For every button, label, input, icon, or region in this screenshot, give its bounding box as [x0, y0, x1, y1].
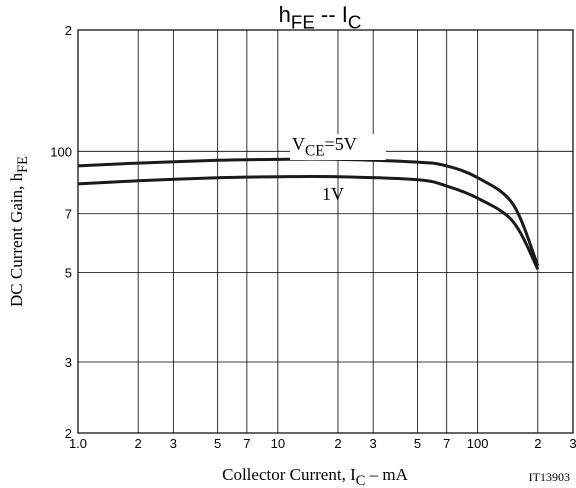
- x-axis-label-part: C: [356, 473, 366, 488]
- chart-title-part: C: [348, 12, 362, 33]
- x-tick-label: 3: [370, 436, 377, 451]
- series-label: 1V: [322, 184, 344, 204]
- x-tick-label: 1.0: [69, 436, 87, 451]
- chart-title-part: h: [279, 2, 291, 27]
- x-tick-label: 5: [414, 436, 421, 451]
- series-label-part: V: [292, 134, 305, 154]
- y-tick-label: 2: [65, 23, 72, 38]
- x-axis-label-part: – mA: [365, 465, 408, 484]
- data-line: [77, 174, 540, 270]
- figure-id: IT13903: [529, 470, 570, 484]
- data-line: [77, 157, 540, 267]
- x-tick-label: 7: [243, 436, 250, 451]
- y-axis-label: DC Current Gain, hFE: [7, 156, 31, 307]
- x-tick-label: 2: [534, 436, 541, 451]
- x-tick-label: 5: [214, 436, 221, 451]
- plot-area: [77, 29, 574, 434]
- series-label-part: CE: [305, 142, 325, 159]
- x-tick-label: 2: [135, 436, 142, 451]
- y-tick-label: 5: [65, 266, 72, 281]
- x-tick-label: 3: [569, 436, 576, 451]
- label-background: [290, 134, 386, 160]
- series-label-part: 1V: [322, 184, 344, 204]
- y-tick-label: 7: [65, 207, 72, 222]
- series-label-part: =5V: [325, 134, 357, 154]
- x-tick-label: 10: [271, 436, 285, 451]
- y-axis-label-part: DC Current Gain, h: [7, 172, 26, 307]
- chart-title-part: FE: [291, 12, 315, 33]
- chart-title: hFE -- IC: [279, 2, 362, 33]
- x-tick-label: 100: [467, 436, 489, 451]
- x-tick-label: 2: [334, 436, 341, 451]
- series-label: VCE=5V: [292, 134, 357, 159]
- x-tick-label: 3: [170, 436, 177, 451]
- x-axis-label: Collector Current, IC – mA: [222, 465, 408, 488]
- x-tick-label: 7: [443, 436, 450, 451]
- y-tick-label: 3: [65, 355, 72, 370]
- x-axis-label-part: Collector Current, I: [222, 465, 356, 484]
- y-axis-label-part: FE: [15, 156, 31, 173]
- y-tick-label: 100: [50, 144, 72, 159]
- chart-title-part: -- I: [315, 2, 348, 27]
- y-tick-label: 2: [65, 426, 72, 441]
